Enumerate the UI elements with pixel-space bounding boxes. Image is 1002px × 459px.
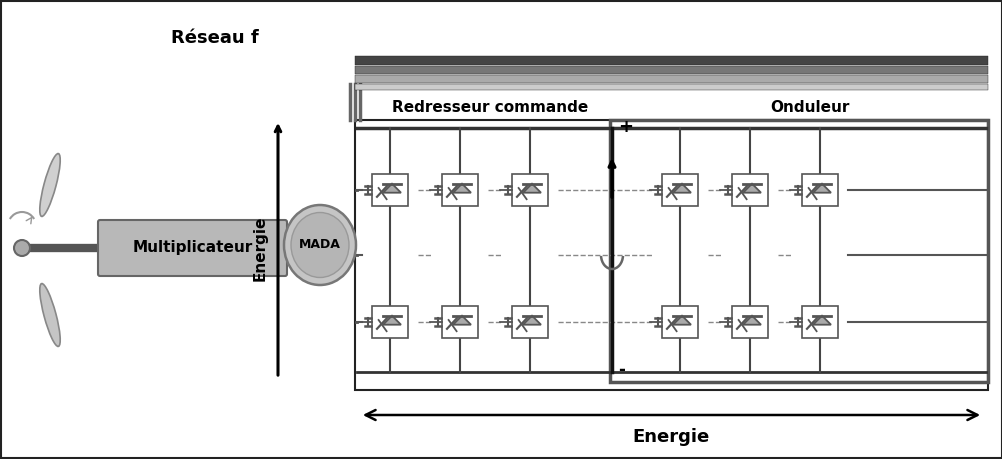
Ellipse shape <box>40 154 60 217</box>
Polygon shape <box>522 184 540 193</box>
Bar <box>372 306 408 338</box>
Polygon shape <box>453 184 471 193</box>
Bar <box>731 306 768 338</box>
Polygon shape <box>383 316 401 325</box>
Text: +: + <box>617 118 632 136</box>
Bar <box>661 174 697 206</box>
Text: MADA: MADA <box>299 239 341 252</box>
Polygon shape <box>813 184 831 193</box>
Bar <box>511 306 547 338</box>
Bar <box>372 174 408 206</box>
Polygon shape <box>813 316 831 325</box>
Bar <box>731 174 768 206</box>
Polygon shape <box>522 316 540 325</box>
Text: Energie: Energie <box>253 215 268 281</box>
Bar <box>442 174 478 206</box>
Text: Réseau f: Réseau f <box>171 29 259 47</box>
Bar <box>661 306 697 338</box>
Polygon shape <box>742 316 761 325</box>
Bar <box>355 84 987 90</box>
Ellipse shape <box>40 284 60 347</box>
Polygon shape <box>453 316 471 325</box>
Bar <box>609 120 987 382</box>
Text: -: - <box>617 361 624 379</box>
Polygon shape <box>742 184 761 193</box>
Circle shape <box>14 240 30 256</box>
Bar <box>355 75 987 83</box>
Bar <box>802 306 837 338</box>
Text: Multiplicateur: Multiplicateur <box>132 241 253 256</box>
Ellipse shape <box>284 205 356 285</box>
Bar <box>355 120 987 390</box>
Bar <box>355 56 987 65</box>
Polygon shape <box>383 184 401 193</box>
Bar <box>511 174 547 206</box>
Text: Redresseur commande: Redresseur commande <box>392 101 587 116</box>
Bar <box>355 66 987 74</box>
FancyBboxPatch shape <box>98 220 287 276</box>
Ellipse shape <box>291 213 349 278</box>
Polygon shape <box>672 316 690 325</box>
Bar <box>442 306 478 338</box>
Text: Energie: Energie <box>631 428 709 446</box>
Polygon shape <box>672 184 690 193</box>
Text: Onduleur: Onduleur <box>770 101 849 116</box>
Bar <box>802 174 837 206</box>
